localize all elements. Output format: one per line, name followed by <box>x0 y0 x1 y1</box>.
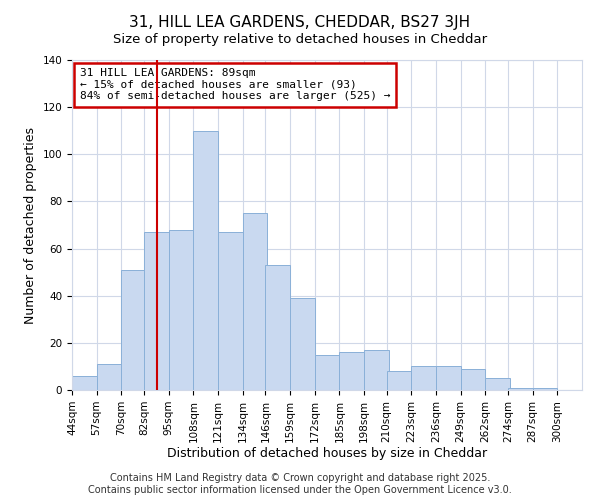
Bar <box>72 376 97 390</box>
Bar <box>218 232 242 390</box>
Bar <box>193 130 218 390</box>
Bar <box>461 369 485 390</box>
Bar <box>436 366 461 390</box>
Bar <box>485 378 510 390</box>
Bar <box>169 230 193 390</box>
Text: Contains HM Land Registry data © Crown copyright and database right 2025.
Contai: Contains HM Land Registry data © Crown c… <box>88 474 512 495</box>
Bar <box>265 265 290 390</box>
Bar <box>121 270 146 390</box>
Bar <box>290 298 314 390</box>
Bar <box>242 213 267 390</box>
Y-axis label: Number of detached properties: Number of detached properties <box>24 126 37 324</box>
Bar <box>97 364 121 390</box>
Bar <box>387 371 412 390</box>
Text: 31, HILL LEA GARDENS, CHEDDAR, BS27 3JH: 31, HILL LEA GARDENS, CHEDDAR, BS27 3JH <box>130 15 470 30</box>
Bar <box>508 388 533 390</box>
Text: Size of property relative to detached houses in Cheddar: Size of property relative to detached ho… <box>113 32 487 46</box>
Bar <box>144 232 169 390</box>
Bar <box>533 388 557 390</box>
Bar <box>314 354 340 390</box>
X-axis label: Distribution of detached houses by size in Cheddar: Distribution of detached houses by size … <box>167 448 487 460</box>
Bar <box>340 352 364 390</box>
Bar <box>364 350 389 390</box>
Bar <box>412 366 436 390</box>
Text: 31 HILL LEA GARDENS: 89sqm
← 15% of detached houses are smaller (93)
84% of semi: 31 HILL LEA GARDENS: 89sqm ← 15% of deta… <box>80 68 390 102</box>
